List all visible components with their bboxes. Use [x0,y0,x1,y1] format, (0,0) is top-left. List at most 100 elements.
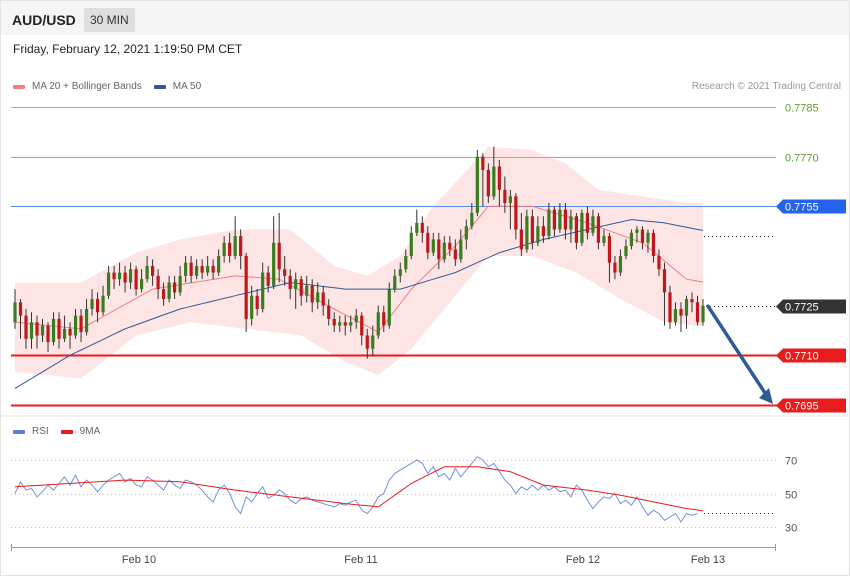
level-tag-5 [776,398,846,413]
rsi-line [14,455,698,523]
candle-body [629,232,634,247]
rsi-pane: 70 50 30 [11,456,797,535]
level-tag-2 [776,199,846,214]
candle-body [530,216,534,243]
candle-body [365,335,369,349]
candle-body [508,196,512,204]
forecast-arrow-head [759,388,773,404]
candle-body [371,335,375,349]
candle-body [18,302,23,316]
candle-body [222,242,226,256]
candle-body [464,226,468,240]
ma50-legend-swatch [153,84,166,89]
candle-body [541,226,545,237]
candle-body [563,209,567,230]
candle-body [13,302,17,323]
candle-body [613,262,617,273]
candle-body [106,272,111,296]
candle-body [101,295,105,313]
candle-body [79,315,83,333]
candle-body [657,256,661,270]
candle-body [68,328,72,336]
candle-body [316,292,320,303]
candle-body [343,322,347,326]
candle-body [420,222,424,233]
candle-body [382,312,386,326]
main-legend: MA 20 + Bollinger Bands MA 50 [13,81,201,92]
candle-body [294,279,298,290]
ma20-legend-label: MA 20 + Bollinger Bands [32,81,142,92]
x-tick-label: Feb 11 [344,554,377,566]
candle-body [195,265,199,276]
candle-body [404,256,408,270]
candle-body [475,156,479,213]
candle-body [519,229,523,250]
level-tag-3 [776,299,846,314]
candle-body [453,249,457,260]
rsi-legend-swatch [13,429,25,434]
candle-body [690,299,694,303]
candle-body [332,318,336,326]
candle-body [62,328,67,339]
candle-body [46,325,50,343]
candle-body [536,226,540,243]
candle-body [84,308,89,333]
candle-body [481,156,485,170]
candle-body [338,322,342,326]
level-label-5: 0.7695 [785,401,819,413]
candle-body [624,246,628,256]
candle-body [635,229,639,233]
bollinger-fill [15,146,703,379]
candle-body [244,256,248,319]
candle-body [415,222,419,233]
level-label-4: 0.7710 [785,351,819,363]
candle-body [51,318,56,343]
candle-body [189,262,193,276]
symbol-label: AUD/USD [12,12,76,28]
rsi-ma-line [14,466,704,512]
ma20-legend-swatch [13,84,25,89]
bollinger-band [15,146,703,379]
candle-body [305,285,309,296]
candles [13,146,705,359]
candle-body [112,272,116,280]
forecast-arrow [706,304,773,404]
candle-body [646,232,650,243]
credit-text: Research © 2021 Trading Central [691,81,841,92]
candle-body [596,216,601,243]
candle-body [514,196,518,230]
candle-body [558,209,562,230]
candle-body [73,315,78,336]
candle-body [261,272,265,309]
candle-body [387,289,391,326]
rsi-legend: RSI 9MA [13,426,100,437]
candle-body [547,209,551,237]
level-label-2: 0.7755 [785,202,819,214]
candle-body [602,236,606,243]
candle-body [525,216,529,250]
level-label-0: 0.7785 [785,103,819,115]
candle-body [486,169,490,197]
candle-body [250,295,254,319]
candle-body [398,269,402,276]
candle-body [145,265,149,280]
candle-body [255,295,259,309]
candle-body [151,265,155,276]
x-tick-label: Feb 13 [691,554,725,566]
candle-body [233,236,237,256]
timeframe-badge[interactable]: 30 MIN [84,8,135,32]
ma50-legend-label: MA 50 [172,81,202,92]
candle-body [585,212,590,233]
candle-body [217,256,221,273]
level-label-3: 0.7725 [785,302,819,314]
candle-body [139,279,144,290]
candle-body [35,322,39,336]
rsi-legend-label: RSI [32,426,49,437]
candle-body [156,275,160,290]
candle-body [701,305,705,323]
candle-body [173,282,177,293]
level-label-1: 0.7770 [785,153,819,165]
price-levels: 0.7785 0.7770 0.7755 0.7725 0.7710 0.7695 [11,103,846,413]
candle-body [574,216,579,243]
